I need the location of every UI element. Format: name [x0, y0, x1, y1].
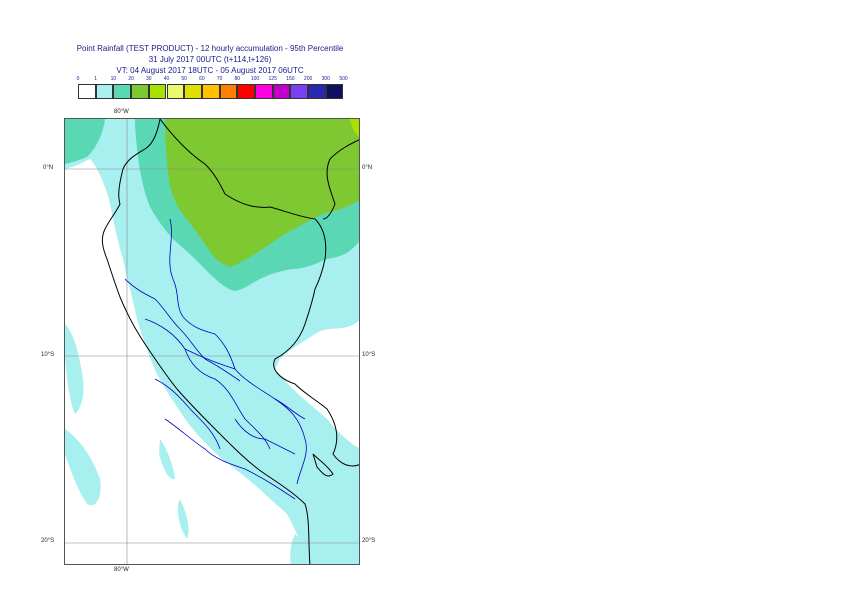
lon-label-bottom: 80°W: [114, 567, 129, 573]
legend-tick-label: 0: [76, 76, 80, 82]
legend-swatch: [113, 84, 132, 99]
legend-swatch: [148, 84, 167, 99]
legend-tick-label: 70: [216, 76, 223, 82]
legend-tick-label: 10: [110, 76, 117, 82]
legend-tick-label: 50: [181, 76, 187, 82]
legend-tick-label: 20: [128, 76, 134, 82]
legend-tick-label: 30: [146, 76, 152, 82]
legend-tick-label: 200: [303, 76, 313, 82]
legend-tick-label: 80: [234, 76, 241, 82]
legend-swatch: [219, 84, 238, 99]
legend-swatch: [166, 84, 185, 99]
legend-swatch: [131, 84, 149, 99]
legend-tick-label: 500: [339, 76, 348, 82]
lat-label-left-20: 20°S: [41, 538, 55, 544]
legend-swatch: [237, 84, 255, 99]
run-time: 31 July 2017 00UTC (t+114,t+126): [148, 55, 272, 64]
map-title: Point Rainfall (TEST PRODUCT) - 12 hourl…: [76, 44, 344, 53]
legend-swatch: [255, 84, 273, 99]
coastline: [101, 119, 359, 564]
legend-tick-label: 40: [163, 76, 170, 82]
legend-swatch: [272, 84, 291, 99]
legend-tick-label: 60: [199, 76, 205, 82]
valid-time: VT: 04 August 2017 18UTC - 05 August 201…: [116, 66, 304, 75]
legend-tick-label: 300: [321, 76, 330, 82]
legend-tick-label: 150: [286, 76, 295, 82]
legend-swatch: [78, 84, 96, 99]
rainfall-map: [65, 119, 359, 564]
lat-label-right-20: 20°S: [362, 538, 376, 544]
legend-tick-label: 125: [268, 76, 277, 82]
legend-swatch: [325, 84, 344, 99]
legend-tick-label: 1: [94, 76, 98, 82]
legend-swatch: [184, 84, 202, 99]
admin-boundaries: [124, 218, 307, 500]
legend-swatch: [201, 84, 220, 99]
legend-swatch: [290, 84, 309, 99]
rain-field-green: [165, 119, 359, 267]
legend-swatch: [95, 84, 114, 99]
graticule: [65, 119, 359, 564]
lat-label-left-10: 10°S: [41, 352, 55, 358]
legend-tick-label: 100: [250, 76, 260, 82]
legend-swatch: [308, 84, 326, 99]
lat-label-right-10: 10°S: [362, 352, 376, 358]
map-panel: [64, 118, 360, 565]
lat-label-right-0: 0°N: [362, 165, 373, 171]
lat-label-left-0: 0°N: [43, 165, 54, 171]
lon-label-top: 80°W: [114, 109, 129, 115]
